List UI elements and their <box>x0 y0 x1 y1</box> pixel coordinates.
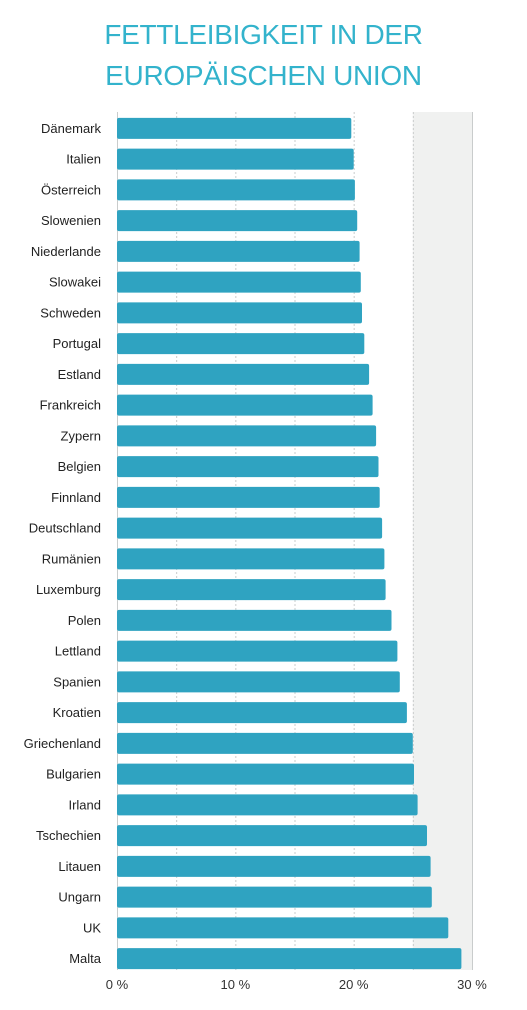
bar-16 <box>117 579 386 601</box>
bar-21 <box>117 732 413 754</box>
category-label-15: Rumänien <box>42 551 101 566</box>
bar-19 <box>117 671 400 693</box>
bar-1 <box>117 117 352 139</box>
category-label-3: Österreich <box>41 182 101 197</box>
bar-10 <box>117 394 373 416</box>
x-tick-label-20: 20 % <box>339 977 369 992</box>
bar-13 <box>117 486 380 508</box>
category-label-11: Zypern <box>61 428 101 443</box>
category-label-17: Polen <box>68 613 101 628</box>
bar-5 <box>117 240 360 262</box>
x-tick-label-10: 10 % <box>221 977 251 992</box>
category-label-21: Griechenland <box>24 736 101 751</box>
category-label-25: Litauen <box>58 859 101 874</box>
bar-3 <box>117 179 355 201</box>
bar-26 <box>117 886 432 908</box>
category-label-5: Niederlande <box>31 244 101 259</box>
bar-17 <box>117 609 392 631</box>
category-label-12: Belgien <box>58 459 101 474</box>
category-label-26: Ungarn <box>58 890 101 905</box>
bar-4 <box>117 210 358 232</box>
bar-18 <box>117 640 398 662</box>
chart-title: FETTLEIBIGKEIT IN DER EUROPÄISCHEN UNION <box>0 14 527 96</box>
category-label-24: Tschechien <box>36 828 101 843</box>
bar-27 <box>117 917 449 939</box>
bar-11 <box>117 425 377 447</box>
bar-7 <box>117 302 362 324</box>
x-tick-label-30: 30 % <box>457 977 487 992</box>
category-label-7: Schweden <box>40 305 101 320</box>
bar-15 <box>117 548 385 570</box>
category-label-6: Slowakei <box>49 275 101 290</box>
bar-14 <box>117 517 383 539</box>
category-label-18: Lettland <box>55 644 101 659</box>
category-label-1: Dänemark <box>41 121 101 136</box>
category-label-13: Finnland <box>51 490 101 505</box>
bar-9 <box>117 363 370 385</box>
category-label-10: Frankreich <box>40 398 101 413</box>
category-label-22: Bulgarien <box>46 767 101 782</box>
bar-25 <box>117 855 431 877</box>
bar-22 <box>117 763 414 785</box>
category-label-14: Deutschland <box>29 521 101 536</box>
category-label-16: Luxemburg <box>36 582 101 597</box>
bar-12 <box>117 456 379 478</box>
bar-6 <box>117 271 361 293</box>
bar-28 <box>117 948 462 970</box>
bar-23 <box>117 794 418 816</box>
category-label-9: Estland <box>58 367 101 382</box>
category-label-8: Portugal <box>53 336 102 351</box>
chart-title-line-1: FETTLEIBIGKEIT IN DER <box>104 19 423 50</box>
chart-title-line-2: EUROPÄISCHEN UNION <box>105 60 422 91</box>
category-label-23: Irland <box>68 797 101 812</box>
bar-24 <box>117 825 427 847</box>
x-tick-label-0: 0 % <box>106 977 129 992</box>
category-label-19: Spanien <box>53 674 101 689</box>
category-label-27: UK <box>83 920 101 935</box>
category-label-2: Italien <box>66 152 101 167</box>
bar-2 <box>117 148 354 170</box>
bar-8 <box>117 333 365 355</box>
bar-20 <box>117 702 407 724</box>
category-label-28: Malta <box>69 951 102 966</box>
category-label-4: Slowenien <box>41 213 101 228</box>
category-label-20: Kroatien <box>53 705 101 720</box>
